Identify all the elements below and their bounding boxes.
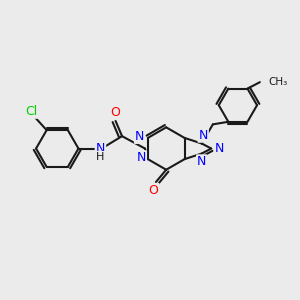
Text: O: O bbox=[148, 184, 158, 197]
Text: N: N bbox=[199, 129, 208, 142]
Text: N: N bbox=[215, 142, 224, 155]
Text: O: O bbox=[111, 106, 121, 119]
Text: N: N bbox=[137, 151, 146, 164]
Text: H: H bbox=[96, 152, 105, 162]
Text: N: N bbox=[197, 155, 206, 168]
Text: N: N bbox=[96, 142, 105, 155]
Text: Cl: Cl bbox=[25, 105, 38, 118]
Text: CH₃: CH₃ bbox=[269, 77, 288, 87]
Text: N: N bbox=[135, 130, 144, 143]
